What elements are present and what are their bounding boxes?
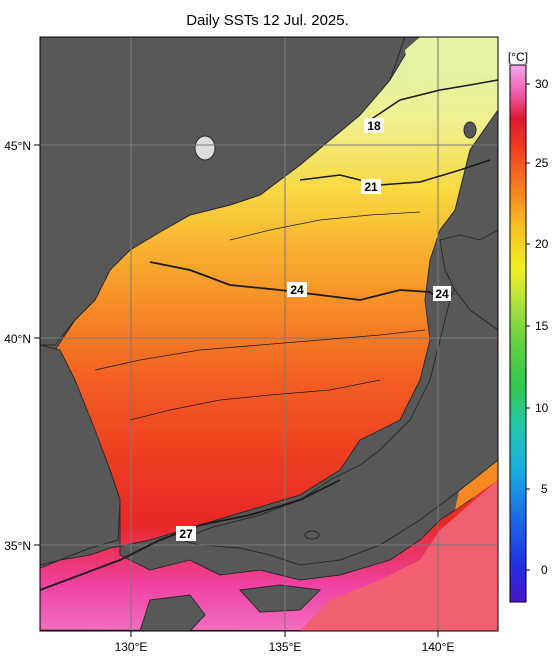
shikoku-land (238, 584, 322, 613)
colorbar-unit: [°C] (508, 50, 528, 64)
lat-label-40: 40°N (4, 332, 31, 346)
lon-label-130: 130°E (115, 640, 148, 654)
colorbar-tick-0: 0 (541, 563, 548, 577)
colorbar-tick-20: 20 (535, 237, 549, 251)
colorbar (509, 64, 527, 603)
contour-label-24: 24 (287, 282, 307, 297)
contour-label-18: 18 (364, 118, 384, 133)
svg-text:27: 27 (179, 527, 193, 541)
graticule (40, 37, 498, 631)
svg-text:24: 24 (290, 283, 304, 297)
colorbar-tick-25: 25 (535, 156, 549, 170)
svg-text:18: 18 (367, 119, 381, 133)
hokkaido-land (439, 229, 498, 331)
contour-label-21: 21 (361, 179, 381, 194)
contour-label-24-east: 24 (433, 286, 451, 301)
colorbar-ticks (526, 83, 530, 571)
kyushu-land (139, 594, 206, 631)
lat-label-35: 35°N (4, 539, 31, 553)
lon-label-135: 135°E (269, 640, 302, 654)
map-title: Daily SSTs 12 Jul. 2025. (186, 12, 349, 29)
colorbar-tick-10: 10 (535, 401, 549, 415)
pacific-water (300, 480, 498, 631)
colorbar-tick-5: 5 (541, 482, 548, 496)
plot-frame (39, 36, 499, 632)
svg-text:24: 24 (435, 287, 449, 301)
north-cool-water (405, 37, 498, 85)
colorbar-tick-30: 30 (535, 77, 549, 91)
svg-text:21: 21 (364, 180, 378, 194)
tick-marks (34, 144, 439, 637)
lat-label-45: 45°N (4, 139, 31, 153)
honshu-land (178, 229, 498, 566)
island-white (194, 135, 216, 161)
oki-island (304, 530, 320, 540)
colorbar-tick-15: 15 (535, 319, 549, 333)
korea-land (40, 344, 121, 566)
rishiri-island (463, 121, 477, 139)
contour-label-27: 27 (176, 526, 196, 541)
lon-label-140: 140°E (422, 640, 455, 654)
